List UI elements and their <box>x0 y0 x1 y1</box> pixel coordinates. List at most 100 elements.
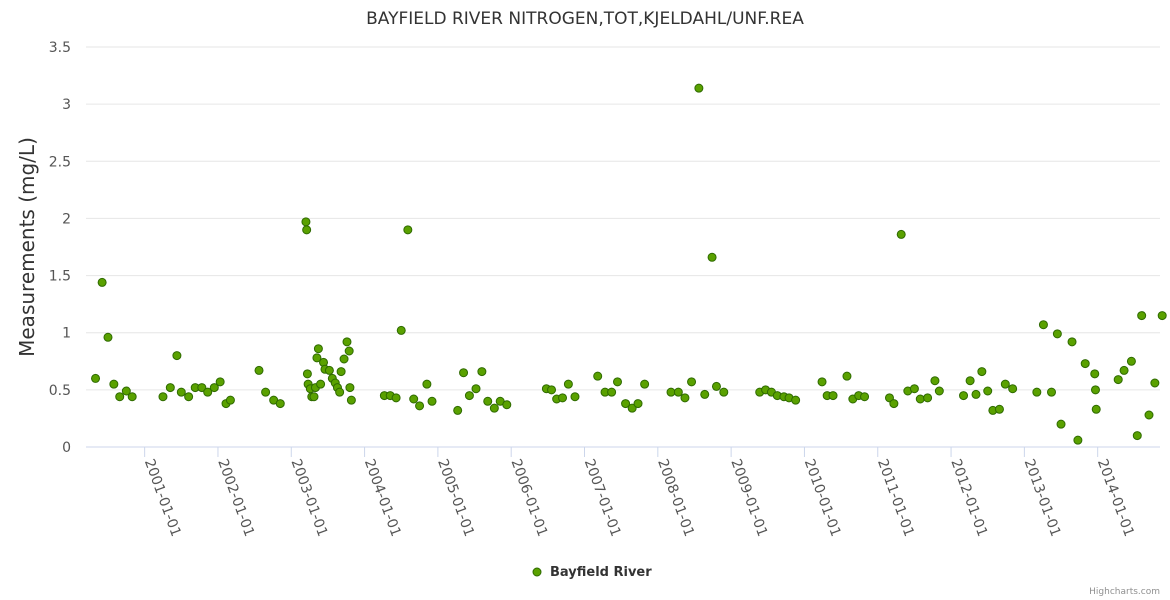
data-point-0-134[interactable] <box>1132 431 1142 441</box>
data-point-0-77[interactable] <box>633 399 643 409</box>
data-point-0-79[interactable] <box>666 387 676 397</box>
data-point-0-83[interactable] <box>694 83 704 93</box>
data-point-0-95[interactable] <box>817 377 827 387</box>
data-point-0-29[interactable] <box>309 392 319 402</box>
data-point-0-13[interactable] <box>197 383 207 393</box>
data-point-0-112[interactable] <box>965 376 975 386</box>
data-point-0-126[interactable] <box>1073 435 1083 445</box>
data-point-0-3[interactable] <box>109 379 119 389</box>
data-point-0-128[interactable] <box>1090 369 1100 379</box>
data-point-0-46[interactable] <box>346 395 356 405</box>
data-point-0-41[interactable] <box>336 367 346 377</box>
data-point-0-44[interactable] <box>344 346 354 356</box>
data-point-0-101[interactable] <box>860 392 870 402</box>
data-point-0-5[interactable] <box>121 386 131 396</box>
data-point-0-137[interactable] <box>1150 378 1160 388</box>
data-point-0-2[interactable] <box>103 332 113 342</box>
data-point-0-71[interactable] <box>593 371 603 381</box>
data-point-0-36[interactable] <box>324 365 334 375</box>
data-point-0-85[interactable] <box>707 252 717 262</box>
data-point-0-0[interactable] <box>91 373 101 383</box>
data-point-0-9[interactable] <box>172 351 182 361</box>
data-point-0-76[interactable] <box>627 403 637 413</box>
data-point-0-132[interactable] <box>1119 365 1129 375</box>
data-point-0-11[interactable] <box>184 392 194 402</box>
data-point-0-6[interactable] <box>127 392 137 402</box>
data-point-0-4[interactable] <box>115 392 125 402</box>
data-point-0-45[interactable] <box>345 383 355 393</box>
data-point-0-15[interactable] <box>209 383 219 393</box>
data-point-0-69[interactable] <box>563 379 573 389</box>
data-point-0-60[interactable] <box>477 367 487 377</box>
data-point-0-42[interactable] <box>339 354 349 364</box>
data-point-0-73[interactable] <box>607 387 617 397</box>
data-point-0-117[interactable] <box>994 404 1004 414</box>
data-point-0-113[interactable] <box>971 389 981 399</box>
legend[interactable]: Bayfield River <box>532 565 652 580</box>
data-point-0-129[interactable] <box>1090 385 1100 395</box>
data-point-0-64[interactable] <box>502 400 512 410</box>
legend-label[interactable]: Bayfield River <box>550 565 652 580</box>
data-point-0-104[interactable] <box>896 229 906 239</box>
data-point-0-118[interactable] <box>1000 379 1010 389</box>
data-point-0-52[interactable] <box>409 394 419 404</box>
data-point-0-62[interactable] <box>489 403 499 413</box>
data-point-0-120[interactable] <box>1032 387 1042 397</box>
data-point-0-86[interactable] <box>711 381 721 391</box>
data-point-0-14[interactable] <box>203 387 213 397</box>
data-point-0-103[interactable] <box>889 399 899 409</box>
data-point-0-40[interactable] <box>335 387 345 397</box>
data-point-0-22[interactable] <box>275 399 285 409</box>
data-point-0-1[interactable] <box>97 277 107 287</box>
data-point-0-107[interactable] <box>915 394 925 404</box>
data-point-0-75[interactable] <box>621 399 631 409</box>
data-point-0-59[interactable] <box>471 384 481 394</box>
data-point-0-54[interactable] <box>422 379 432 389</box>
data-point-0-32[interactable] <box>313 344 323 354</box>
data-point-0-43[interactable] <box>342 337 352 347</box>
data-point-0-80[interactable] <box>673 387 683 397</box>
data-point-0-124[interactable] <box>1056 419 1066 429</box>
data-point-0-106[interactable] <box>909 384 919 394</box>
data-point-0-97[interactable] <box>828 391 838 401</box>
data-point-0-56[interactable] <box>453 405 463 415</box>
data-point-0-61[interactable] <box>483 396 493 406</box>
data-point-0-111[interactable] <box>959 391 969 401</box>
data-point-0-23[interactable] <box>301 217 311 227</box>
data-point-0-68[interactable] <box>558 393 568 403</box>
data-point-0-127[interactable] <box>1080 359 1090 369</box>
data-point-0-135[interactable] <box>1137 311 1147 321</box>
data-point-0-31[interactable] <box>312 353 322 363</box>
data-point-0-58[interactable] <box>464 391 474 401</box>
data-point-0-8[interactable] <box>165 383 175 393</box>
legend-marker[interactable] <box>532 567 542 577</box>
data-point-0-138[interactable] <box>1157 311 1167 321</box>
data-point-0-109[interactable] <box>930 376 940 386</box>
data-point-0-78[interactable] <box>640 379 650 389</box>
data-point-0-115[interactable] <box>983 386 993 396</box>
data-point-0-131[interactable] <box>1113 375 1123 385</box>
data-point-0-51[interactable] <box>403 225 413 235</box>
data-point-0-16[interactable] <box>215 377 225 387</box>
data-point-0-125[interactable] <box>1067 337 1077 347</box>
data-point-0-50[interactable] <box>396 325 406 335</box>
data-point-0-110[interactable] <box>934 386 944 396</box>
data-point-0-108[interactable] <box>923 393 933 403</box>
data-point-0-133[interactable] <box>1126 356 1136 366</box>
data-point-0-87[interactable] <box>719 387 729 397</box>
data-point-0-55[interactable] <box>427 396 437 406</box>
data-point-0-74[interactable] <box>613 377 623 387</box>
data-point-0-53[interactable] <box>415 401 425 411</box>
data-point-0-19[interactable] <box>254 365 264 375</box>
data-point-0-119[interactable] <box>1008 384 1018 394</box>
data-point-0-33[interactable] <box>316 379 326 389</box>
credits-link[interactable]: Highcharts.com <box>1089 587 1160 597</box>
data-point-0-122[interactable] <box>1047 387 1057 397</box>
data-point-0-7[interactable] <box>158 392 168 402</box>
data-point-0-123[interactable] <box>1052 329 1062 339</box>
data-point-0-82[interactable] <box>687 377 697 387</box>
data-point-0-18[interactable] <box>225 395 235 405</box>
data-point-0-98[interactable] <box>842 371 852 381</box>
data-point-0-66[interactable] <box>547 385 557 395</box>
data-point-0-121[interactable] <box>1038 320 1048 330</box>
